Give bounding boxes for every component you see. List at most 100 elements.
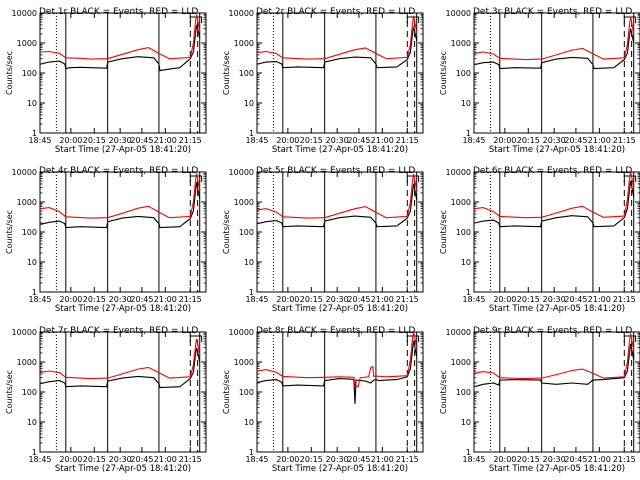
y-tick-label: 10 [27, 99, 37, 108]
x-tick-label: 21:00 [154, 455, 177, 464]
series-events-line [40, 182, 201, 229]
y-tick-label: 10 [461, 258, 471, 267]
x-axis-label: Start Time (27-Apr-05 18:41:20) [489, 304, 625, 314]
chart-title: Det 9r BLACK = Events, RED = LLD [473, 326, 632, 336]
plot-frame [39, 12, 207, 134]
x-tick-label: 20:15 [300, 295, 323, 304]
y-tick-label: 10 [27, 258, 37, 267]
x-tick-label: 20:00 [59, 455, 82, 464]
x-tick-label: 20:00 [59, 136, 82, 145]
plot-frame [39, 331, 207, 453]
chart-title: Det 5r BLACK = Events, RED = LLD [256, 166, 415, 176]
y-tick-label: 100 [456, 388, 471, 397]
series-events-line [40, 347, 201, 389]
x-tick-label: 20:45 [130, 295, 153, 304]
x-tick-label: 20:00 [59, 295, 82, 304]
x-tick-label: 20:45 [564, 136, 587, 145]
interval-bracket [193, 335, 203, 342]
x-tick-label: 21:15 [396, 295, 419, 304]
x-tick-label: 20:30 [109, 136, 132, 145]
x-tick-label: 18:45 [28, 136, 51, 145]
y-axis-label: Counts/sec [5, 51, 14, 95]
series-lld-line [474, 333, 635, 380]
plot-frame [473, 171, 640, 293]
x-tick-label: 20:45 [564, 455, 587, 464]
x-tick-label: 20:45 [347, 136, 370, 145]
chart-title: Det 7r BLACK = Events, RED = LLD [39, 326, 198, 336]
y-axis-label: Counts/sec [5, 370, 14, 414]
chart-det-7r: Det 7r BLACK = Events, RED = LLD 1 10 100 10… [5, 326, 207, 474]
y-tick-label: 10000 [229, 168, 254, 177]
x-tick-label: 21:15 [179, 455, 202, 464]
y-tick-label: 10 [27, 418, 37, 427]
x-tick-label: 21:00 [588, 295, 611, 304]
x-tick-label: 20:15 [83, 136, 106, 145]
y-tick-label: 100 [239, 388, 254, 397]
chart-det-8r: Det 8r BLACK = Events, RED = LLD 1 10 100 10… [222, 326, 424, 474]
y-tick-label: 10 [461, 418, 471, 427]
x-tick-label: 21:00 [588, 455, 611, 464]
y-tick-label: 1 [466, 448, 471, 457]
x-tick-label: 20:15 [517, 455, 540, 464]
y-tick-label: 10000 [12, 328, 37, 337]
chart-det-9r: Det 9r BLACK = Events, RED = LLD 1 10 100 10… [439, 326, 640, 474]
y-tick-label: 1 [249, 288, 254, 297]
y-tick-label: 100 [22, 69, 37, 78]
chart-det-3r: Det 3r BLACK = Events, RED = LLD 1 10 100 10… [439, 7, 640, 155]
x-tick-label: 20:15 [83, 455, 106, 464]
x-tick-label: 20:45 [130, 455, 153, 464]
x-tick-label: 20:00 [493, 455, 516, 464]
y-tick-label: 100 [239, 228, 254, 237]
y-axis-label: Counts/sec [222, 51, 231, 95]
plot-frame [256, 331, 424, 453]
x-tick-label: 21:15 [613, 295, 636, 304]
chart-title: Det 4r BLACK = Events, RED = LLD [39, 166, 198, 176]
x-tick-label: 20:00 [276, 295, 299, 304]
plot-frame [473, 12, 640, 134]
x-axis-label: Start Time (27-Apr-05 18:41:20) [55, 464, 191, 474]
x-tick-label: 20:30 [543, 295, 566, 304]
plot-frame [256, 12, 424, 134]
chart-det-1r: Det 1r BLACK = Events, RED = LLD 1 10 100 10… [5, 7, 207, 155]
y-tick-label: 10 [244, 418, 254, 427]
interval-bracket [189, 335, 197, 342]
series-events-line [257, 183, 418, 228]
y-tick-label: 1 [466, 129, 471, 138]
y-tick-label: 100 [456, 228, 471, 237]
series-lld-line [40, 173, 201, 219]
chart-det-5r: Det 5r BLACK = Events, RED = LLD 1 10 100 10… [222, 166, 424, 314]
y-tick-label: 10000 [12, 168, 37, 177]
x-tick-label: 21:15 [179, 295, 202, 304]
y-tick-label: 10000 [229, 9, 254, 18]
series-events-line [474, 343, 635, 388]
series-lld-line [257, 331, 418, 388]
x-tick-label: 20:15 [83, 295, 106, 304]
y-tick-label: 10000 [446, 9, 471, 18]
x-tick-label: 20:15 [300, 455, 323, 464]
x-tick-label: 18:45 [462, 136, 485, 145]
y-tick-label: 1 [32, 129, 37, 138]
x-tick-label: 20:30 [326, 455, 349, 464]
y-tick-label: 1 [466, 288, 471, 297]
x-axis-label: Start Time (27-Apr-05 18:41:20) [55, 304, 191, 314]
x-tick-label: 18:45 [28, 455, 51, 464]
x-tick-label: 21:15 [396, 455, 419, 464]
y-tick-label: 10000 [12, 9, 37, 18]
y-tick-label: 1000 [451, 358, 471, 367]
series-lld-line [40, 338, 201, 380]
y-axis-label: Counts/sec [222, 210, 231, 254]
y-tick-label: 100 [456, 69, 471, 78]
chart-det-6r: Det 6r BLACK = Events, RED = LLD 1 10 100 10… [439, 166, 640, 314]
x-tick-label: 20:45 [130, 136, 153, 145]
x-tick-label: 20:30 [543, 455, 566, 464]
x-tick-label: 18:45 [245, 455, 268, 464]
y-tick-label: 1000 [234, 198, 254, 207]
y-tick-label: 1 [32, 448, 37, 457]
y-tick-label: 100 [22, 228, 37, 237]
y-tick-label: 1 [249, 129, 254, 138]
x-tick-label: 21:00 [154, 136, 177, 145]
x-tick-label: 21:00 [371, 295, 394, 304]
y-tick-label: 1000 [17, 39, 37, 48]
y-tick-label: 1 [32, 288, 37, 297]
y-tick-label: 1000 [451, 198, 471, 207]
